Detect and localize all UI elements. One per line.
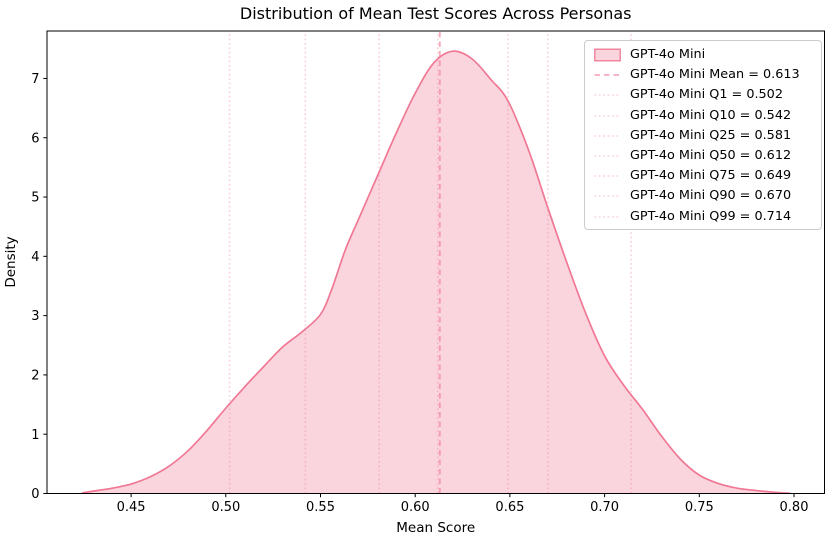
y-tick-label: 6	[31, 131, 39, 146]
x-tick-label: 0.50	[211, 500, 240, 515]
legend-dotted-line-swatch	[594, 135, 621, 137]
legend-label: GPT-4o Mini	[630, 47, 706, 62]
legend-item: GPT-4o Mini Mean = 0.613	[594, 65, 814, 85]
legend-label: GPT-4o Mini Q50 = 0.612	[630, 147, 792, 163]
y-tick-label: 2	[31, 368, 39, 383]
legend-dotted-line-swatch	[594, 215, 621, 218]
y-tick-label: 3	[31, 309, 39, 324]
legend-dotted-line-swatch	[594, 155, 621, 157]
legend-label: GPT-4o Mini Q1 = 0.502	[630, 87, 783, 103]
legend-item: GPT-4o Mini Q75 = 0.649	[594, 166, 814, 186]
legend-patch-swatch	[594, 48, 621, 62]
kde-curve	[81, 50, 791, 495]
legend: GPT-4o Mini GPT-4o Mini Mean = 0.613 GPT-4…	[584, 40, 822, 230]
plot-area: 0.45 0.50 0.55 0.60 0.65 0.70 0.75 0.80 0 1 2 3 4 5 6 7	[31, 30, 825, 515]
x-tick-label: 0.55	[306, 500, 335, 515]
y-tick-label: 5	[31, 191, 39, 206]
legend-item: GPT-4o Mini Q10 = 0.542	[594, 106, 814, 126]
x-tick-label: 0.65	[495, 500, 524, 515]
legend-dashed-line-swatch	[594, 74, 621, 77]
x-tick-label: 0.75	[685, 500, 714, 515]
legend-label: GPT-4o Mini Q25 = 0.581	[630, 127, 792, 143]
kde-fill	[81, 51, 791, 494]
x-axis-label: Mean Score	[396, 520, 475, 536]
legend-label: GPT-4o Mini Q90 = 0.670	[630, 188, 792, 204]
y-axis-label: Density	[3, 236, 19, 287]
legend-label: GPT-4o Mini Q75 = 0.649	[630, 168, 792, 184]
legend-item: GPT-4o Mini	[594, 45, 814, 65]
legend-dotted-line-swatch	[594, 114, 621, 117]
legend-label: GPT-4o Mini Q99 = 0.714	[630, 208, 792, 224]
legend-dotted-line-swatch	[594, 94, 621, 97]
y-tick-label: 7	[31, 72, 39, 87]
y-tick-label: 1	[31, 428, 39, 443]
legend-item: GPT-4o Mini Q50 = 0.612	[594, 146, 814, 166]
x-tick-label: 0.45	[117, 500, 146, 515]
x-tick-label: 0.70	[590, 500, 619, 515]
legend-label: GPT-4o Mini Q10 = 0.542	[630, 107, 792, 123]
y-tick-label: 0	[31, 487, 39, 502]
legend-dotted-line-swatch	[594, 195, 621, 198]
axes-border	[46, 30, 825, 494]
legend-item: GPT-4o Mini Q1 = 0.502	[594, 85, 814, 105]
legend-item: GPT-4o Mini Q99 = 0.714	[594, 207, 814, 227]
legend-dotted-line-swatch	[594, 175, 621, 178]
x-tick-label: 0.60	[401, 500, 430, 515]
y-tick-label: 4	[31, 250, 39, 265]
x-tick-label: 0.80	[780, 500, 809, 515]
chart-title: Distribution of Mean Test Scores Across …	[240, 4, 632, 23]
legend-item: GPT-4o Mini Q90 = 0.670	[594, 186, 814, 206]
legend-label: GPT-4o Mini Mean = 0.613	[630, 67, 800, 83]
legend-item: GPT-4o Mini Q25 = 0.581	[594, 126, 814, 146]
